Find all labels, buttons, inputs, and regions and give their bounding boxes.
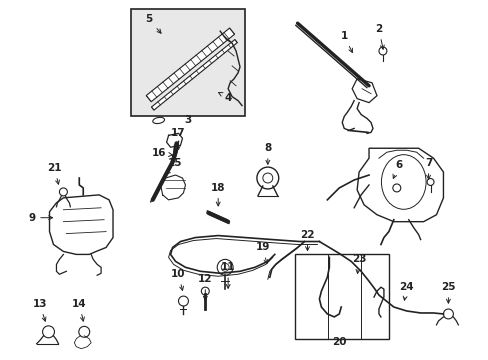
Text: 16: 16 — [151, 148, 172, 158]
Text: 18: 18 — [210, 183, 225, 206]
Text: 13: 13 — [32, 299, 47, 321]
Text: 12: 12 — [198, 274, 212, 300]
Text: 9: 9 — [28, 213, 53, 223]
Polygon shape — [151, 40, 237, 110]
Text: 6: 6 — [392, 160, 402, 179]
Text: 24: 24 — [399, 282, 413, 300]
Text: 3: 3 — [184, 116, 192, 126]
Text: 21: 21 — [47, 163, 61, 184]
Polygon shape — [146, 28, 234, 102]
Text: 8: 8 — [264, 143, 271, 164]
Text: 19: 19 — [255, 243, 269, 264]
Text: 25: 25 — [440, 282, 455, 303]
Text: 4: 4 — [218, 93, 231, 103]
Text: 20: 20 — [331, 337, 346, 347]
Text: 11: 11 — [221, 262, 235, 288]
Text: 2: 2 — [375, 24, 384, 49]
Text: 7: 7 — [424, 158, 431, 179]
Text: 14: 14 — [72, 299, 86, 321]
Bar — [131, 9, 244, 116]
Text: 15: 15 — [166, 158, 183, 174]
Text: 5: 5 — [145, 14, 161, 33]
Text: 1: 1 — [340, 31, 352, 53]
Text: 17: 17 — [171, 129, 185, 149]
Text: 23: 23 — [351, 255, 366, 273]
Text: 22: 22 — [300, 230, 314, 251]
Bar — [294, 255, 388, 339]
Text: 10: 10 — [171, 269, 185, 291]
